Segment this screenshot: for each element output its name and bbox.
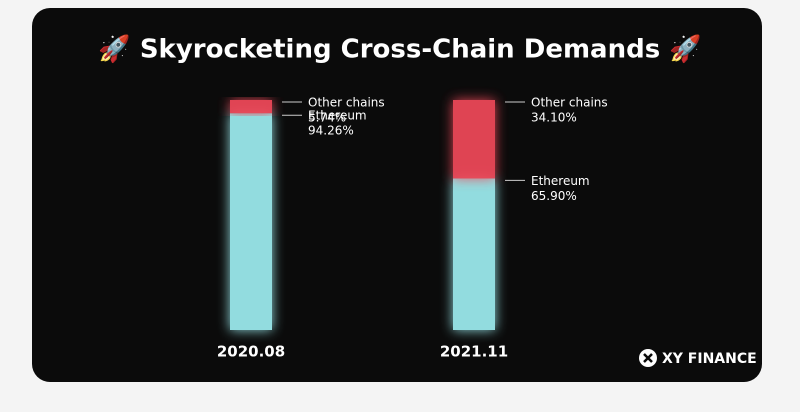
series-label: Ethereum — [308, 109, 367, 123]
value-label: 94.26% — [308, 124, 354, 138]
brand: XY FINANCE — [662, 351, 757, 367]
bar-segment — [230, 113, 272, 331]
bar-segment — [230, 100, 272, 114]
value-label: 65.90% — [531, 189, 577, 203]
bar-segment — [453, 100, 495, 179]
logo-mark — [643, 353, 653, 363]
x-tick-label: 2020.08 — [217, 343, 285, 361]
series-label: Ethereum — [531, 174, 590, 188]
value-label: 5.74% — [308, 111, 346, 125]
brand-logo: XY FINANCE — [639, 349, 757, 367]
card — [32, 8, 762, 382]
bar-segment — [453, 178, 495, 330]
series-label: Other chains — [531, 96, 608, 110]
value-label: 34.10% — [531, 111, 577, 125]
chart-title: 🚀 Skyrocketing Cross-Chain Demands 🚀 — [98, 34, 701, 65]
series-label: Other chains — [308, 96, 385, 110]
x-tick-label: 2021.11 — [440, 343, 508, 361]
